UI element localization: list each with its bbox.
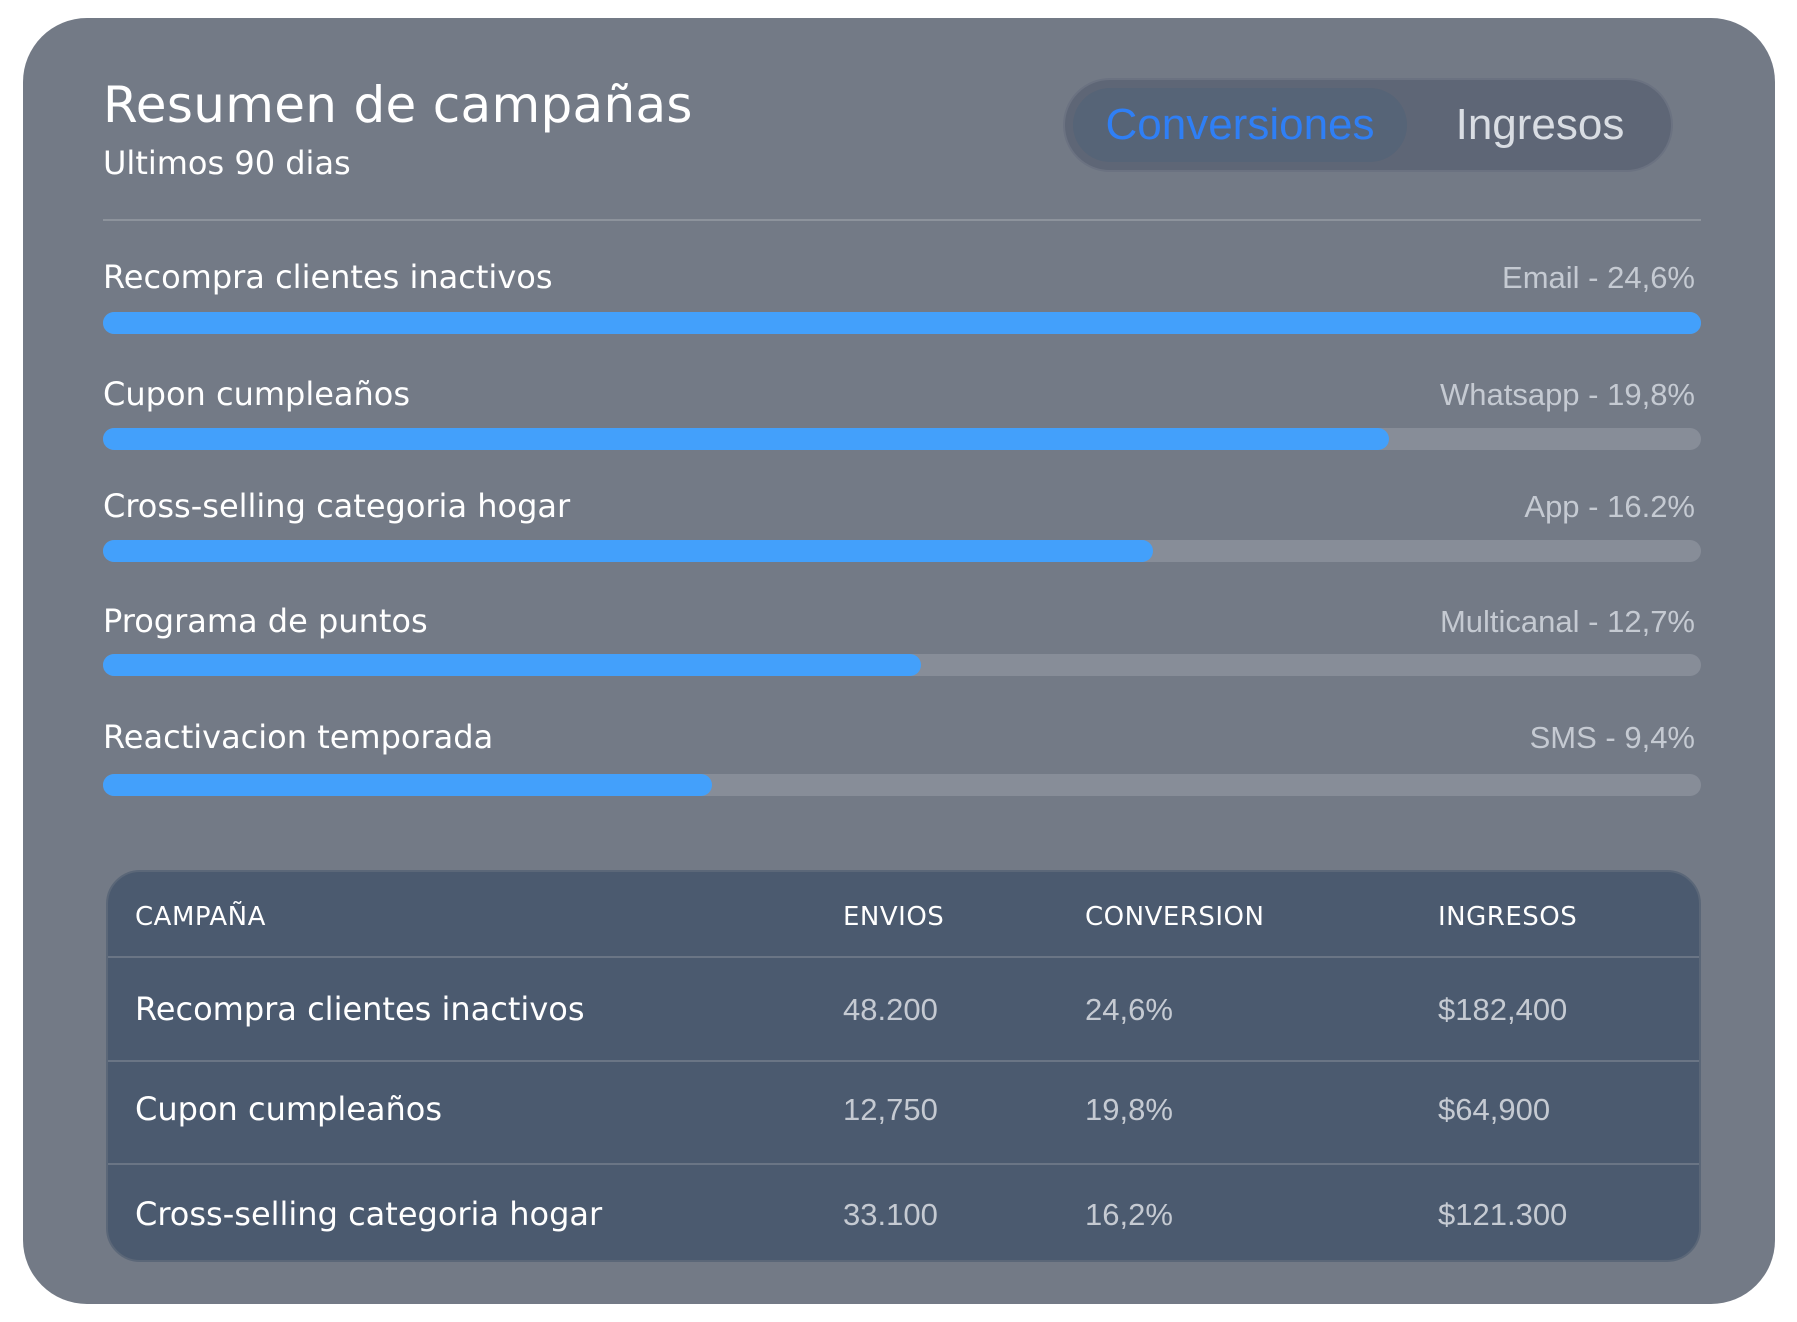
- progress-track: [103, 312, 1701, 334]
- campaign-bar-meta: Email - 24,6%: [1502, 260, 1695, 295]
- cell-campaign: Recompra clientes inactivos: [135, 990, 585, 1028]
- cell-conversion: 19,8%: [1085, 1092, 1173, 1127]
- toggle-ingresos[interactable]: Ingresos: [1455, 100, 1625, 149]
- table-header: CAMPAÑA ENVIOS CONVERSION INGRESOS: [108, 872, 1699, 958]
- progress-fill: [103, 774, 712, 796]
- campaign-bar-label: Reactivacion temporada: [103, 718, 494, 756]
- cell-ingresos: $182,400: [1438, 992, 1568, 1027]
- progress-track: [103, 654, 1701, 676]
- progress-track: [103, 428, 1701, 450]
- campaign-bar-meta: SMS - 9,4%: [1529, 720, 1695, 755]
- campaign-bar-label: Programa de puntos: [103, 602, 428, 640]
- table-row: Cross-selling categoria hogar 33.100 16,…: [108, 1163, 1699, 1260]
- metric-toggle: Conversiones Ingresos: [1063, 78, 1673, 172]
- progress-fill: [103, 312, 1701, 334]
- campaign-bar-label: Cupon cumpleaños: [103, 375, 411, 413]
- table-row: Recompra clientes inactivos 48.200 24,6%…: [108, 958, 1699, 1060]
- cell-envios: 48.200: [843, 992, 938, 1027]
- date-range-subtitle: Ultimos 90 dias: [103, 144, 351, 182]
- cell-envios: 12,750: [843, 1092, 938, 1127]
- column-header-envios: ENVIOS: [843, 902, 945, 932]
- cell-campaign: Cupon cumpleaños: [135, 1090, 443, 1128]
- progress-track: [103, 774, 1701, 796]
- campaign-bar-label: Cross-selling categoria hogar: [103, 487, 571, 525]
- progress-fill: [103, 428, 1390, 450]
- cell-conversion: 24,6%: [1085, 992, 1173, 1027]
- campaign-table: CAMPAÑA ENVIOS CONVERSION INGRESOS Recom…: [106, 870, 1701, 1262]
- campaign-bar-meta: Whatsapp - 19,8%: [1439, 377, 1695, 412]
- cell-envios: 33.100: [843, 1197, 938, 1232]
- campaign-bar-meta: App - 16.2%: [1524, 489, 1695, 524]
- toggle-conversiones[interactable]: Conversiones: [1073, 88, 1407, 162]
- column-header-ingresos: INGRESOS: [1438, 902, 1578, 932]
- progress-track: [103, 540, 1701, 562]
- cell-ingresos: $121.300: [1438, 1197, 1568, 1232]
- cell-conversion: 16,2%: [1085, 1197, 1173, 1232]
- cell-ingresos: $64,900: [1438, 1092, 1551, 1127]
- progress-fill: [103, 540, 1153, 562]
- table-row: Cupon cumpleaños 12,750 19,8% $64,900: [108, 1060, 1699, 1163]
- header-divider: [103, 219, 1701, 221]
- cell-campaign: Cross-selling categoria hogar: [135, 1195, 603, 1233]
- page-title: Resumen de campañas: [103, 76, 693, 134]
- column-header-conversion: CONVERSION: [1085, 902, 1265, 932]
- campaign-bar-meta: Multicanal - 12,7%: [1439, 604, 1695, 639]
- progress-fill: [103, 654, 922, 676]
- campaign-summary-card: Resumen de campañas Ultimos 90 dias Conv…: [23, 18, 1775, 1304]
- column-header-campana: CAMPAÑA: [135, 902, 266, 932]
- campaign-bar-label: Recompra clientes inactivos: [103, 258, 553, 296]
